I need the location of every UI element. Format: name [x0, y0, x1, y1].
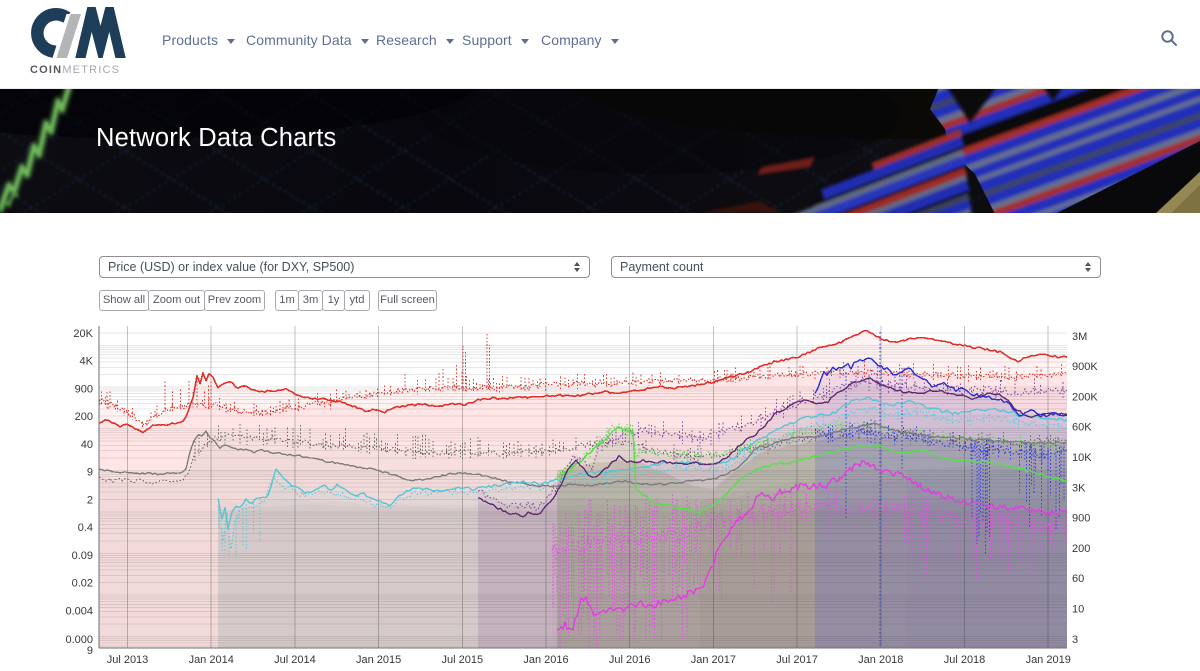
svg-text:3M: 3M	[1072, 331, 1087, 343]
svg-text:0.000: 0.000	[65, 634, 93, 646]
svg-text:COINMETRICS: COINMETRICS	[30, 64, 120, 76]
svg-text:60: 60	[1072, 573, 1084, 585]
svg-text:9: 9	[87, 467, 93, 479]
svg-text:Jul 2018: Jul 2018	[944, 654, 986, 666]
svg-text:3: 3	[1072, 634, 1078, 646]
svg-text:0.004: 0.004	[65, 605, 93, 617]
svg-text:Jul 2014: Jul 2014	[274, 654, 316, 666]
svg-text:Jan 2019: Jan 2019	[1026, 654, 1071, 666]
svg-text:0.4: 0.4	[78, 522, 93, 534]
svg-text:2: 2	[87, 494, 93, 506]
svg-text:10K: 10K	[1072, 452, 1092, 464]
svg-text:900K: 900K	[1072, 361, 1098, 373]
svg-text:Jan 2018: Jan 2018	[858, 654, 903, 666]
svg-text:Jan 2014: Jan 2014	[189, 654, 234, 666]
svg-text:Jan 2017: Jan 2017	[691, 654, 736, 666]
svg-text:9: 9	[87, 645, 93, 657]
svg-text:60K: 60K	[1072, 422, 1092, 434]
svg-text:200K: 200K	[1072, 391, 1098, 403]
svg-text:Jul 2017: Jul 2017	[776, 654, 818, 666]
svg-text:0.02: 0.02	[72, 578, 93, 590]
svg-text:3K: 3K	[1072, 482, 1086, 494]
svg-text:40: 40	[81, 439, 93, 451]
svg-text:Jan 2015: Jan 2015	[356, 654, 401, 666]
svg-text:10: 10	[1072, 604, 1084, 616]
svg-text:0.09: 0.09	[72, 550, 93, 562]
svg-text:4K: 4K	[80, 356, 94, 368]
svg-text:Jul 2013: Jul 2013	[107, 654, 149, 666]
svg-text:900: 900	[75, 383, 93, 395]
svg-text:Jul 2015: Jul 2015	[442, 654, 484, 666]
svg-text:200: 200	[1072, 543, 1090, 555]
svg-text:Jul 2016: Jul 2016	[609, 654, 651, 666]
svg-text:900: 900	[1072, 513, 1090, 525]
svg-text:20K: 20K	[73, 328, 93, 340]
svg-text:200: 200	[75, 411, 93, 423]
svg-text:Jan 2016: Jan 2016	[523, 654, 568, 666]
